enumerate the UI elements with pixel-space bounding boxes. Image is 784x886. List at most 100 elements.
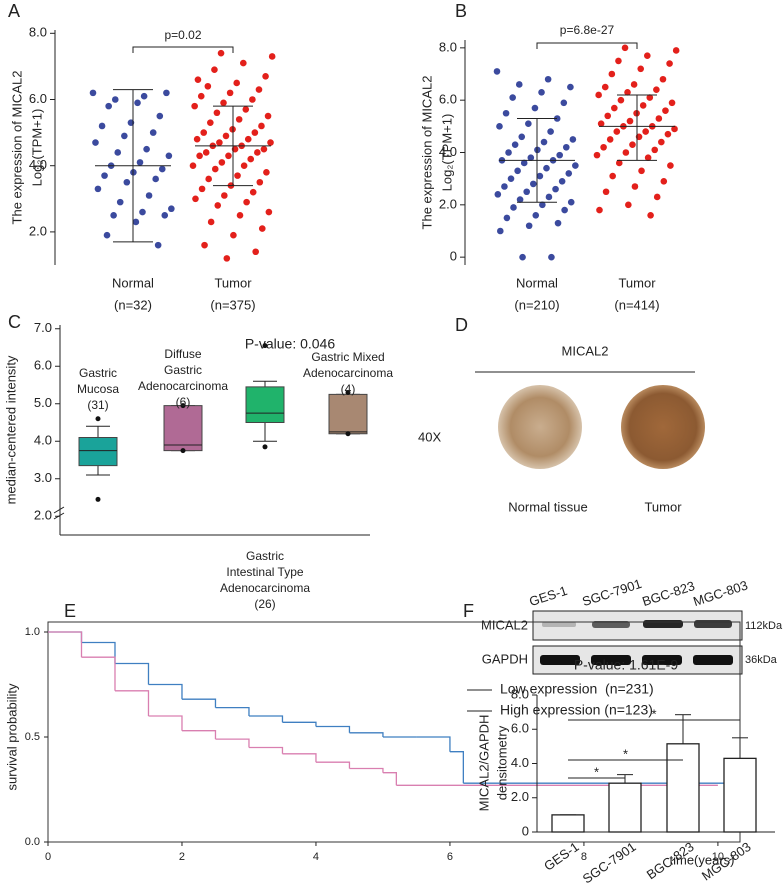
- point: [213, 109, 221, 117]
- point: [256, 178, 264, 186]
- point: [615, 159, 623, 167]
- y-axis-label: Log₂(TPM+1): [439, 114, 454, 192]
- point: [545, 193, 553, 201]
- blot-size-label: 36kDa: [745, 654, 778, 666]
- point: [94, 185, 102, 193]
- y-axis-label: densitometry: [494, 725, 509, 800]
- survival-step: [81, 641, 116, 664]
- band: [542, 622, 576, 627]
- point: [511, 141, 519, 148]
- point: [651, 146, 659, 154]
- point: [558, 177, 566, 185]
- point: [658, 138, 665, 146]
- x-tick-label: GES-1: [541, 839, 582, 874]
- point: [136, 159, 144, 166]
- point: [494, 191, 502, 198]
- point: [205, 175, 212, 183]
- bar: [608, 782, 642, 833]
- point: [538, 89, 545, 96]
- survival-step: [114, 690, 150, 716]
- survival-step: [215, 706, 250, 716]
- point: [223, 255, 231, 262]
- point: [236, 212, 244, 219]
- blot-size-label: 112kDa: [745, 620, 783, 632]
- lane-label: GES-1: [527, 583, 569, 609]
- y-tick-label: 3.0: [34, 470, 52, 485]
- x-tick-label: 4: [313, 851, 319, 863]
- category-label: Adenocarcinoma: [138, 379, 228, 393]
- point: [123, 178, 131, 186]
- category-label: Gastric Mixed: [311, 350, 384, 364]
- survival-step: [81, 656, 116, 691]
- point: [194, 76, 202, 83]
- point: [516, 196, 524, 203]
- point: [255, 86, 263, 93]
- point: [644, 154, 652, 162]
- point: [207, 119, 214, 126]
- survival-step: [215, 738, 250, 748]
- point: [615, 57, 622, 65]
- point: [642, 128, 649, 135]
- point: [265, 208, 273, 216]
- y-tick-label: 6.0: [34, 358, 52, 373]
- point: [527, 154, 535, 162]
- point: [233, 79, 241, 87]
- survival-step: [248, 746, 284, 754]
- point: [214, 202, 222, 209]
- point: [145, 192, 153, 199]
- point: [639, 102, 647, 109]
- point: [600, 143, 607, 151]
- panel-letter: F: [463, 601, 474, 621]
- y-tick-label: 7.0: [34, 320, 52, 335]
- point: [226, 89, 234, 97]
- point: [617, 96, 625, 104]
- point: [606, 136, 614, 143]
- y-tick-label: 2.0: [439, 196, 457, 211]
- p-value: P-value: 1.61E-9: [574, 657, 678, 673]
- sample-size: (n=210): [514, 297, 559, 312]
- point: [671, 125, 678, 133]
- point: [258, 122, 265, 130]
- point: [249, 96, 256, 103]
- sample-size: (4): [341, 382, 356, 396]
- point: [207, 218, 215, 226]
- point: [626, 117, 634, 125]
- x-tick-label: Tumor: [618, 275, 656, 290]
- point: [597, 120, 605, 128]
- lane-label: SGC-7901: [580, 576, 643, 609]
- panel-letter: A: [8, 1, 20, 21]
- point: [653, 193, 661, 201]
- point: [548, 253, 555, 261]
- band: [642, 655, 682, 665]
- y-tick-label: 2.0: [34, 508, 52, 523]
- survival-step: [416, 736, 451, 752]
- survival-step: [349, 732, 384, 737]
- point: [630, 81, 638, 88]
- x-tick-label: 10: [712, 851, 724, 863]
- point: [525, 120, 532, 128]
- p-value: P-value: 0.046: [245, 336, 335, 352]
- p-value: p=6.8e-27: [560, 23, 615, 37]
- point: [532, 211, 540, 219]
- outlier: [345, 431, 351, 437]
- point: [560, 99, 568, 107]
- point: [140, 92, 148, 100]
- point: [565, 170, 573, 177]
- point: [536, 172, 544, 180]
- point: [514, 167, 521, 175]
- point: [637, 65, 645, 73]
- point: [543, 164, 550, 172]
- category-label: Diffuse: [164, 347, 201, 361]
- point: [192, 195, 199, 203]
- point: [667, 162, 674, 169]
- point: [221, 192, 228, 199]
- y-tick-label: 8.0: [439, 39, 457, 54]
- point: [569, 136, 577, 143]
- panel-d: D MICAL2 40X Normal tissue Tumor: [418, 315, 705, 514]
- point: [242, 106, 250, 113]
- survival-step: [181, 730, 217, 740]
- point: [501, 183, 508, 190]
- point: [234, 172, 241, 179]
- band: [591, 655, 631, 665]
- point: [572, 162, 579, 169]
